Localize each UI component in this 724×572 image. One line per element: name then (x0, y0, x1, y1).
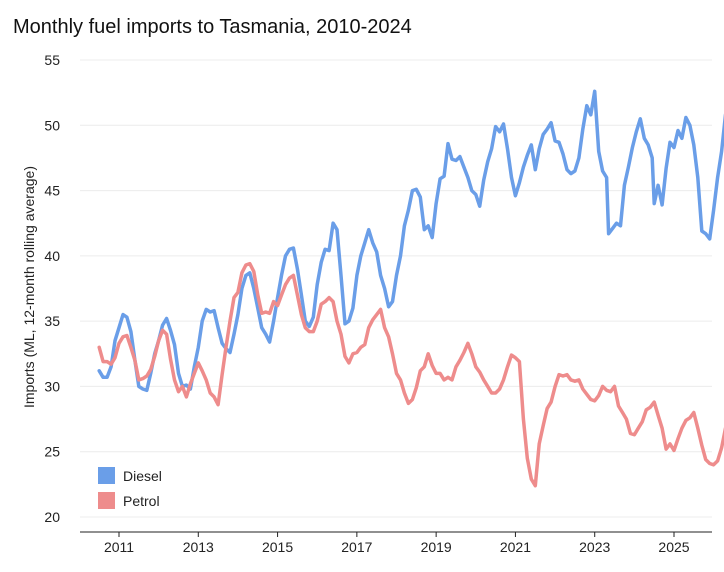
y-tick-label: 55 (44, 52, 60, 68)
y-tick-label: 40 (44, 248, 60, 264)
legend-label-diesel: Diesel (123, 468, 162, 484)
y-tick-label: 20 (44, 509, 60, 525)
legend-label-petrol: Petrol (123, 493, 160, 509)
legend: Diesel Petrol (98, 467, 162, 509)
x-tick-label: 2023 (579, 539, 610, 555)
y-tick-label: 30 (44, 378, 60, 394)
x-tick-label: 2011 (104, 539, 134, 555)
x-tick-label: 2019 (421, 539, 452, 555)
x-tick-label: 2017 (341, 539, 372, 555)
legend-swatch-diesel (98, 467, 115, 484)
y-tick-label: 25 (44, 444, 60, 460)
y-tick-label: 45 (44, 183, 60, 199)
x-tick-label: 2025 (658, 539, 689, 555)
chart-title: Monthly fuel imports to Tasmania, 2010-2… (13, 16, 412, 38)
y-axis-label: Imports (ML, 12-month rolling average) (21, 166, 37, 408)
x-tick-label: 2015 (262, 539, 293, 555)
legend-swatch-petrol (98, 492, 115, 509)
x-tick-label: 2021 (500, 539, 531, 555)
x-tick-label: 2013 (183, 539, 214, 555)
series-line-petrol (97, 261, 724, 488)
grid-layer (80, 59, 712, 518)
y-tick-label: 35 (44, 313, 60, 329)
series-line-diesel (97, 89, 724, 393)
series-layer (97, 89, 724, 488)
y-tick-label: 50 (44, 117, 60, 133)
